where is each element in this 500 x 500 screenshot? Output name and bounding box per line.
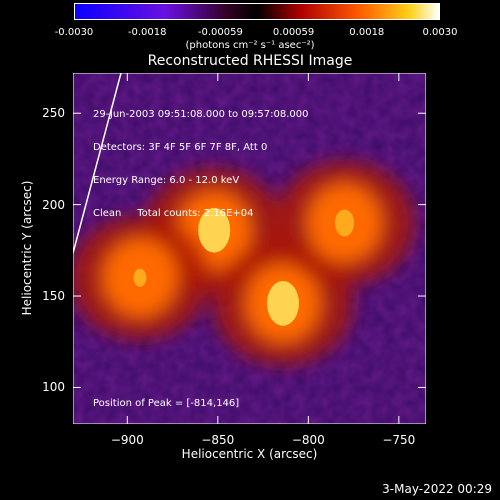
annotation-detectors: Detectors: 3F 4F 5F 6F 7F 8F, Att 0 — [93, 142, 268, 153]
emission-core — [334, 209, 355, 237]
limb-line — [73, 73, 122, 254]
y-axis-label: Heliocentric Y (arcsec) — [20, 180, 34, 316]
heatmap-plot — [73, 73, 426, 424]
emission-core — [133, 268, 147, 287]
y-tick-label: 200 — [42, 197, 65, 212]
chart-title: Reconstructed RHESSI Image — [147, 53, 353, 69]
colorbar-tick-label: -0.00059 — [197, 27, 243, 38]
peak-position-label: Position of Peak = [-814,146] — [93, 398, 240, 409]
y-tick-label: 150 — [42, 289, 65, 304]
colorbar-tick-label: 0.0018 — [349, 27, 385, 38]
annotation-counts: Clean Total counts: 2.16E+04 — [93, 208, 254, 219]
colorbar-tick-label: -0.0030 — [54, 27, 94, 38]
annotation-energy: Energy Range: 6.0 - 12.0 keV — [93, 175, 240, 186]
annotation-time: 29-Jun-2003 09:51:08.000 to 09:57:08.000 — [93, 109, 309, 120]
y-tick-label: 100 — [42, 380, 65, 395]
x-tick-label: −800 — [291, 433, 325, 447]
colorbar-tick-label: 0.0030 — [422, 27, 458, 38]
colorbar-tick-label: 0.00059 — [272, 27, 315, 38]
x-tick-label: −750 — [382, 433, 416, 447]
annotation-block: 29-Jun-2003 09:51:08.000 to 09:57:08.000… — [93, 87, 309, 230]
colorbar-unit-label: (photons cm⁻² s⁻¹ asec⁻²) — [185, 40, 315, 51]
emission-core — [266, 280, 299, 326]
emission-core — [198, 207, 231, 253]
x-axis-label: Heliocentric X (arcsec) — [181, 447, 318, 461]
timestamp: 3-May-2022 00:29 — [382, 482, 492, 496]
colorbar-tick-label: -0.0018 — [127, 27, 167, 38]
colorbar — [74, 3, 440, 20]
x-tick-label: −850 — [201, 433, 235, 447]
y-tick-label: 250 — [42, 106, 65, 121]
x-tick-label: −900 — [110, 433, 144, 447]
